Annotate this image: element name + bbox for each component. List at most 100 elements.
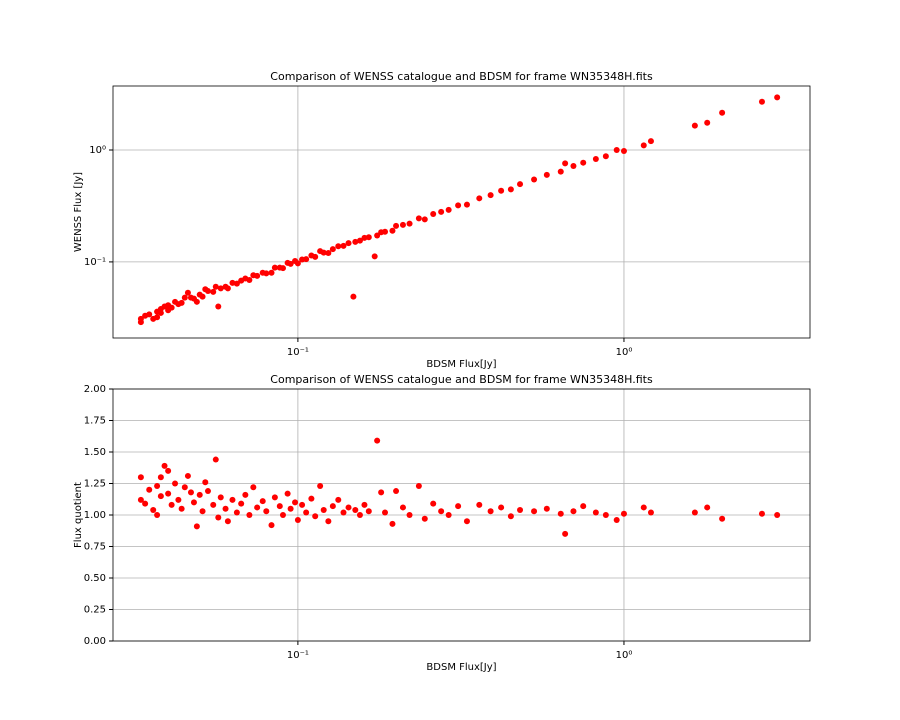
data-point (157, 474, 164, 481)
data-point (455, 202, 462, 209)
data-point (382, 228, 389, 235)
data-point (268, 522, 275, 529)
data-point (181, 484, 188, 491)
data-point (320, 249, 327, 256)
data-point (224, 518, 231, 525)
data-point (620, 147, 627, 154)
data-point (365, 234, 372, 241)
data-point (517, 506, 524, 513)
data-point (476, 195, 483, 202)
data-point (212, 456, 219, 463)
data-point (254, 504, 261, 511)
data-point (445, 512, 452, 518)
data-point (620, 510, 627, 517)
data-point (184, 472, 191, 479)
data-point (329, 246, 336, 253)
data-point (340, 242, 347, 249)
data-point (557, 510, 564, 517)
data-point (640, 504, 647, 511)
data-point (371, 253, 378, 260)
data-point (263, 508, 270, 515)
data-point (399, 504, 406, 511)
x-axis-label: BDSM Flux[Jy] (426, 359, 496, 370)
data-point (279, 265, 286, 272)
data-point (543, 505, 550, 512)
y-tick-label: 1.00 (84, 510, 106, 521)
data-point (233, 280, 240, 287)
x-tick-label: 10⁰ (616, 347, 633, 358)
data-point (543, 171, 550, 178)
data-point (562, 530, 569, 537)
data-point (476, 501, 483, 508)
data-point (389, 520, 396, 527)
data-point (406, 512, 413, 518)
data-point (325, 518, 332, 525)
data-point (303, 509, 310, 516)
data-point (498, 187, 505, 194)
data-point (570, 508, 577, 515)
plot-frame (112, 85, 811, 339)
x-tick-label: 10⁻¹ (287, 347, 309, 358)
x-tick-label: 10⁰ (616, 650, 633, 661)
data-point (325, 250, 332, 257)
data-point (215, 303, 222, 310)
data-point (613, 517, 620, 524)
data-point (212, 283, 219, 290)
data-point (691, 509, 698, 516)
data-point (137, 319, 144, 326)
data-point (259, 498, 266, 505)
y-tick-label: 0.00 (84, 636, 106, 647)
data-point (430, 500, 437, 507)
data-point (774, 512, 781, 518)
data-point (242, 491, 249, 498)
data-point (199, 508, 206, 515)
data-point (294, 517, 301, 524)
data-point (389, 227, 396, 234)
data-point (168, 501, 175, 508)
data-point (320, 506, 327, 513)
data-point (154, 512, 161, 518)
data-point (229, 496, 236, 503)
data-point (438, 208, 445, 215)
data-point (184, 289, 191, 296)
data-point (168, 304, 175, 311)
data-point (335, 496, 342, 503)
data-point (356, 512, 363, 518)
data-point (161, 462, 168, 469)
y-tick-label: 2.00 (84, 384, 106, 395)
y-tick-label: 0.75 (84, 542, 106, 553)
data-point (613, 146, 620, 153)
data-point (647, 138, 654, 145)
data-point (175, 496, 182, 503)
data-point (146, 486, 153, 493)
data-point (415, 215, 422, 222)
data-point (438, 508, 445, 515)
data-point (204, 488, 211, 495)
y-tick-label: 1.25 (84, 479, 106, 490)
data-point (193, 298, 200, 305)
data-point (531, 508, 538, 515)
data-point (352, 506, 359, 513)
data-point (246, 276, 253, 283)
data-point (421, 216, 428, 223)
data-point (361, 501, 368, 508)
data-point (181, 294, 188, 301)
x-axis-label: BDSM Flux[Jy] (426, 662, 496, 673)
data-point (602, 153, 609, 160)
data-point (215, 514, 222, 521)
data-point (580, 159, 587, 166)
y-tick-label: 0.25 (84, 605, 106, 616)
data-point (308, 495, 315, 502)
data-point (350, 293, 357, 300)
data-point (374, 232, 381, 239)
data-point (345, 504, 352, 511)
data-point (719, 109, 726, 116)
data-point (202, 479, 209, 486)
data-point (137, 474, 144, 481)
data-point (374, 437, 381, 444)
data-point (292, 499, 299, 506)
y-axis-label: Flux quotient (73, 482, 84, 548)
data-point (602, 512, 609, 518)
data-point (507, 186, 514, 193)
data-point (150, 506, 157, 513)
